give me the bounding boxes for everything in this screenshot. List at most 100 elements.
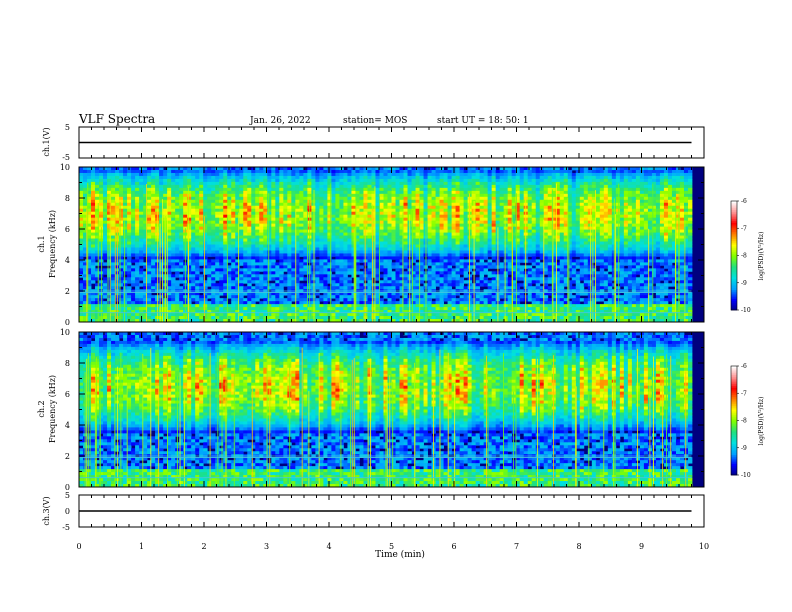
spectrogram-cell xyxy=(383,241,388,245)
spectrogram-cell xyxy=(371,262,376,266)
spectrogram-cell xyxy=(323,181,328,186)
spectrogram-cell xyxy=(111,205,116,210)
spectrogram-cell xyxy=(283,220,288,225)
spectrogram-cell xyxy=(391,256,396,260)
spectrogram-cell xyxy=(419,226,424,230)
spectrogram-cell xyxy=(87,256,92,260)
spectrogram-cell xyxy=(299,199,304,204)
spectrogram-cell xyxy=(443,307,448,311)
spectrogram-cell xyxy=(151,208,156,213)
spectrogram-cell xyxy=(347,214,352,219)
spectrogram-cell xyxy=(99,196,104,201)
spectrogram-cell xyxy=(427,220,432,225)
spectrogram-cell xyxy=(239,223,244,228)
spectrogram-cell xyxy=(367,199,372,204)
spectrogram-cell xyxy=(79,223,84,228)
spectrogram-cell xyxy=(167,220,172,225)
spectrogram-cell xyxy=(355,208,360,213)
spectrogram-cell xyxy=(267,226,272,230)
spectrogram-cell xyxy=(207,220,212,225)
spectrogram-cell xyxy=(435,265,440,269)
spectrogram-cell xyxy=(451,256,457,260)
spectrogram-cell xyxy=(175,175,180,180)
spectrogram-cell xyxy=(95,187,100,192)
spectrogram-cell xyxy=(279,196,284,201)
spectrogram-cell xyxy=(383,277,388,281)
spectrogram-cell xyxy=(387,247,392,251)
spectrogram-cell xyxy=(283,253,288,257)
spectrogram-cell xyxy=(427,316,432,320)
spectrogram-cell xyxy=(79,226,84,230)
spectrogram-cell xyxy=(247,268,252,272)
spectrogram-cell xyxy=(339,286,344,290)
spectrogram-cell xyxy=(323,169,328,174)
spectrogram-cell xyxy=(131,205,136,210)
spectrogram-cell xyxy=(439,298,444,302)
spectrogram-cell xyxy=(439,286,444,290)
spectrogram-cell xyxy=(159,175,164,180)
spectrogram-cell xyxy=(271,167,276,171)
spectrogram-cell xyxy=(239,169,244,174)
spectrogram-cell xyxy=(143,178,148,183)
spectrogram-cell xyxy=(355,211,360,216)
spectrogram-cell xyxy=(187,253,192,257)
spectrogram-cell xyxy=(159,310,164,314)
spectrogram-cell xyxy=(427,319,432,323)
spectrogram-cell xyxy=(115,184,120,189)
spectrogram-cell xyxy=(315,190,320,195)
spectrogram-cell xyxy=(139,217,144,222)
spectrogram-cell xyxy=(143,217,148,222)
spectrogram-cell xyxy=(179,223,184,228)
spectrogram-cell xyxy=(223,319,228,323)
spectrogram-cell xyxy=(311,268,316,272)
spectrogram-cell xyxy=(395,175,400,180)
spectrogram-cell xyxy=(191,235,196,239)
spectrogram-cell xyxy=(87,214,92,219)
spectrogram-cell xyxy=(387,292,392,296)
spectrogram-cell xyxy=(283,265,288,269)
spectrogram-cell xyxy=(271,268,276,272)
spectrogram-cell xyxy=(91,187,96,192)
spectrogram-cell xyxy=(331,184,336,189)
spectrogram-cell xyxy=(395,199,400,204)
spectrogram-cell xyxy=(127,286,132,290)
spectrogram-cell xyxy=(367,193,372,198)
spectrogram-cell xyxy=(123,238,128,242)
spectrogram-cell xyxy=(195,244,200,248)
spectrogram-cell xyxy=(287,286,292,290)
spectrogram-cell xyxy=(203,208,208,213)
spectrogram-cell xyxy=(159,250,164,254)
spectrogram-cell xyxy=(79,193,84,198)
spectrogram-cell xyxy=(263,187,268,192)
spectrogram-cell xyxy=(123,304,128,308)
spectrogram-cell xyxy=(379,211,384,216)
spectrogram-cell xyxy=(171,178,176,183)
spectrogram-cell xyxy=(299,262,304,266)
spectrogram-cell xyxy=(295,286,300,290)
spectrogram-cell xyxy=(167,193,172,198)
spectrogram-cell xyxy=(199,167,204,171)
spectrogram-cell xyxy=(151,319,156,323)
spectrogram-cell xyxy=(291,304,296,308)
spectrogram-cell xyxy=(171,244,176,248)
spectrogram-cell xyxy=(335,187,340,192)
spectrogram-cell xyxy=(251,247,256,251)
spectrogram-cell xyxy=(231,199,236,204)
spectrogram-cell xyxy=(347,313,352,317)
spectrogram-cell xyxy=(87,277,92,281)
spectrogram-cell xyxy=(115,223,120,228)
spectrogram-cell xyxy=(375,298,380,302)
spectrogram-cell xyxy=(431,223,436,228)
spectrogram-cell xyxy=(263,283,268,287)
spectrogram-cell xyxy=(267,316,272,320)
spectrogram-cell xyxy=(303,256,308,260)
spectrogram-cell xyxy=(135,232,140,236)
spectrogram-cell xyxy=(275,202,280,207)
spectrogram-cell xyxy=(99,238,104,242)
spectrogram-cell xyxy=(119,196,124,201)
spectrogram-cell xyxy=(183,190,188,195)
spectrogram-cell xyxy=(103,169,108,174)
spectrogram-cell xyxy=(83,283,88,287)
spectrogram-cell xyxy=(435,280,440,284)
spectrogram-cell xyxy=(459,184,465,189)
